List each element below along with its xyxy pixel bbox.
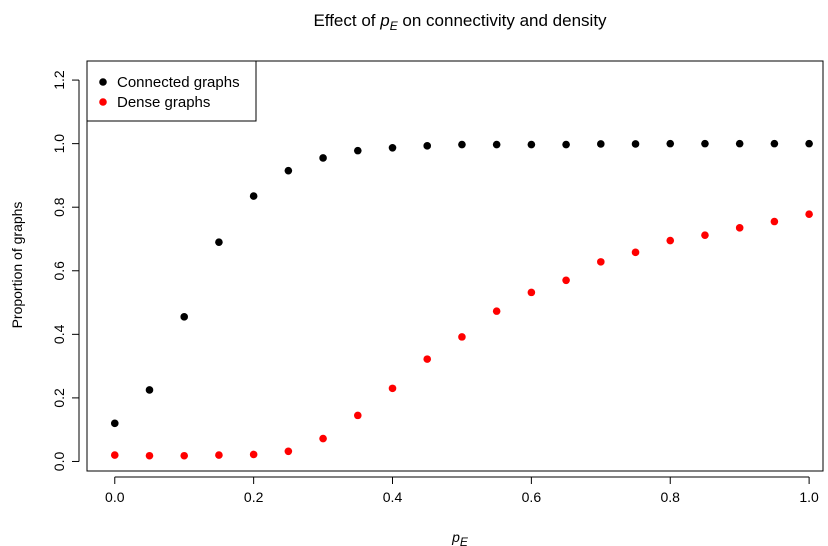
y-tick-label: 1.0	[51, 134, 67, 154]
connected-graphs-point	[735, 139, 744, 148]
connected-graphs-point	[770, 139, 779, 148]
connected-graphs-point	[353, 146, 362, 155]
y-axis-label: Proportion of graphs	[9, 202, 25, 329]
dense-graphs-point	[562, 276, 570, 285]
y-tick-label: 0.6	[51, 261, 67, 281]
dense-graphs-point	[666, 236, 675, 245]
dense-graphs-point	[388, 384, 397, 393]
x-tick-label: 0.8	[661, 489, 681, 505]
dense-graphs-point	[631, 248, 640, 257]
dense-graphs-point	[145, 451, 154, 460]
connected-graphs-point	[631, 140, 640, 148]
dense-graphs-point	[701, 231, 709, 239]
legend-marker-connected	[99, 78, 107, 86]
data-points	[110, 139, 813, 460]
dense-graphs-point	[110, 451, 119, 459]
connected-graphs-point	[805, 139, 813, 148]
dense-graphs-point	[180, 451, 189, 460]
x-axis-label: pE	[451, 529, 469, 546]
dense-graphs-point	[735, 224, 744, 232]
dense-graphs-point	[284, 447, 293, 456]
connected-graphs-point	[180, 313, 189, 321]
connected-graphs-point	[527, 140, 536, 149]
legend: Connected graphs Dense graphs	[86, 60, 257, 122]
x-tick-label: 0.4	[383, 489, 403, 505]
dense-graphs-point	[527, 288, 536, 297]
connected-graphs-point	[388, 143, 397, 152]
legend-label-dense: Dense graphs	[117, 94, 210, 111]
connected-graphs-point	[145, 386, 154, 394]
x-axis-label-base: p	[451, 529, 460, 545]
connected-graphs-point	[701, 139, 709, 148]
dense-graphs-point	[319, 434, 327, 443]
connected-graphs-point	[110, 419, 119, 428]
y-tick-label: 0.4	[51, 324, 67, 344]
connected-graphs-point	[562, 140, 570, 149]
x-axis: 0.0 0.2 0.4 0.6 0.8 1.0	[105, 476, 819, 505]
legend-box	[86, 60, 257, 122]
legend-marker-dense	[99, 98, 107, 106]
connected-graphs-point	[492, 140, 501, 149]
legend-label-connected: Connected graphs	[117, 74, 240, 91]
y-tick-label: 0.8	[51, 197, 67, 217]
connected-graphs-point	[319, 154, 327, 162]
chart-title-math-base: p	[379, 11, 389, 30]
connected-graphs-point	[423, 142, 432, 150]
chart-title-suffix: on connectivity and density	[398, 11, 607, 30]
plot-frame	[86, 60, 824, 472]
x-tick-label: 0.0	[105, 489, 125, 505]
dense-graphs-point	[353, 411, 362, 420]
y-tick-label: 0.0	[51, 452, 67, 472]
dense-graphs-point	[805, 210, 813, 218]
dense-graphs-point	[423, 355, 432, 363]
chart-title: Effect of pE on connectivity and density	[313, 11, 607, 33]
dense-graphs-point	[597, 258, 605, 266]
x-axis-label-sub: E	[460, 535, 469, 546]
chart-title-prefix: Effect of	[313, 11, 380, 30]
y-axis: 0.0 0.2 0.4 0.6 0.8 1.0 1.2	[51, 70, 80, 472]
x-tick-label: 0.2	[244, 489, 264, 505]
dense-graphs-point	[770, 217, 779, 226]
chart-title-math-sub: E	[390, 19, 399, 33]
dense-graphs-point	[249, 450, 258, 459]
connected-graphs-point	[458, 140, 466, 149]
y-tick-label: 1.2	[51, 70, 67, 90]
connected-graphs-point	[666, 139, 675, 148]
x-tick-label: 1.0	[799, 489, 819, 505]
x-tick-label: 0.6	[522, 489, 542, 505]
dense-graphs-point	[492, 307, 501, 315]
y-tick-label: 0.2	[51, 388, 67, 408]
dense-graphs-point	[215, 451, 223, 459]
connected-graphs-point	[215, 238, 223, 246]
dense-graphs-point	[458, 333, 466, 341]
connected-graphs-point	[597, 140, 605, 148]
connected-graphs-point	[249, 192, 258, 200]
connected-graphs-point	[284, 166, 293, 175]
